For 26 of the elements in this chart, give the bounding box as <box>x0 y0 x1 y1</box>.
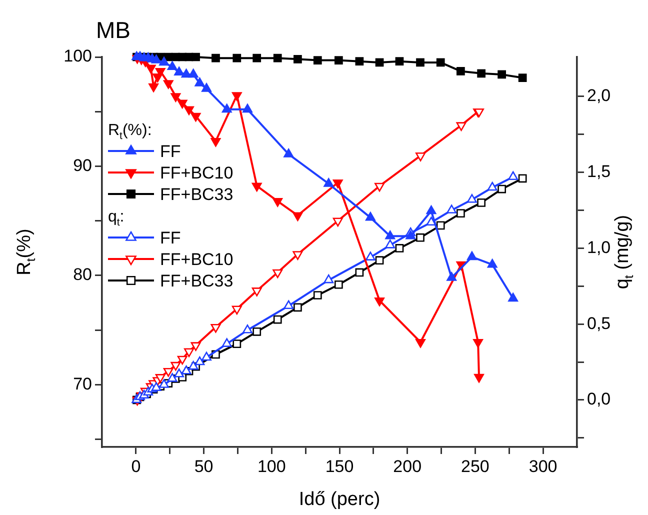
x-axis-title: Idő (perc) <box>298 489 380 510</box>
x-tick-label: 0 <box>131 456 141 476</box>
y2-tick-label: 2,0 <box>587 86 611 106</box>
x-tick-label: 300 <box>528 456 558 476</box>
legend-label: FF <box>160 228 181 248</box>
legend-label: FF+BC10 <box>160 250 234 269</box>
x-tick-label: 100 <box>257 456 286 476</box>
y2-tick-label: 1,0 <box>587 238 611 257</box>
y2-tick-label: 0,5 <box>587 314 611 333</box>
chart-title: MB <box>96 17 130 43</box>
y-axis-title: Rt(%) <box>14 228 38 276</box>
legend-label: FF <box>160 142 181 161</box>
y-tick-label: 70 <box>73 374 92 394</box>
y-tick-label: 80 <box>73 265 92 284</box>
legend-label: FF+BC33 <box>160 185 234 204</box>
y2-tick-label: 0,0 <box>587 390 611 409</box>
x-tick-label: 200 <box>393 456 422 476</box>
y2-tick-label: 1,5 <box>587 162 611 182</box>
legend-label: FF+BC33 <box>160 272 234 290</box>
legend-label: FF+BC10 <box>160 164 234 182</box>
y2-axis-title: qt (mg/g) <box>612 214 636 290</box>
x-tick-label: 50 <box>194 456 214 476</box>
x-tick-label: 250 <box>461 456 490 476</box>
y-tick-label: 90 <box>73 156 92 175</box>
x-tick-label: 150 <box>325 456 354 476</box>
y-tick-label: 100 <box>64 46 92 66</box>
